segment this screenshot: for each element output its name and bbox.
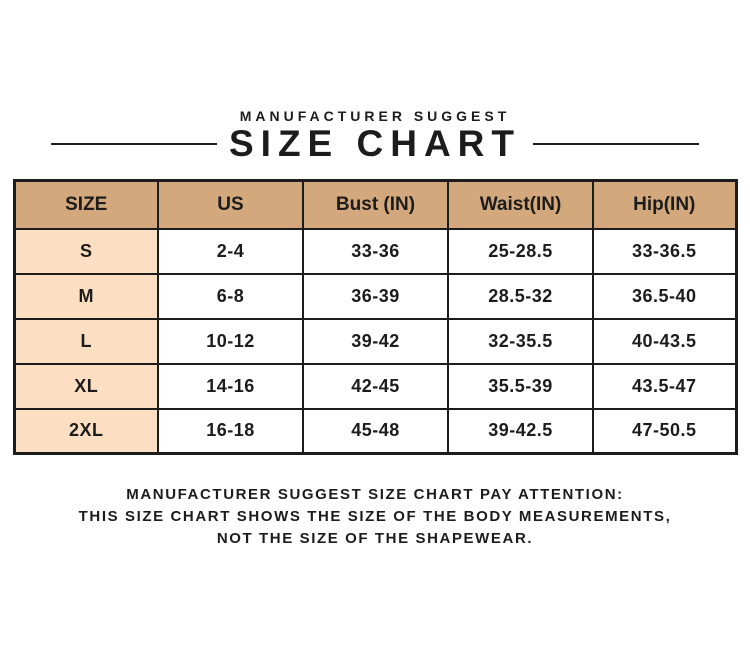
cell-hip: 33-36.5 bbox=[592, 227, 737, 275]
title-rule-left bbox=[51, 142, 217, 145]
attention-note-line-2: THIS SIZE CHART SHOWS THE SIZE OF THE BO… bbox=[78, 508, 672, 525]
attention-note: MANUFACTURER SUGGEST SIZE CHART PAY ATTE… bbox=[0, 484, 750, 550]
table-row-m: M 6-8 36-39 28.5-32 36.5-40 bbox=[13, 272, 737, 320]
table-row-l: L 10-12 39-42 32-35.5 40-43.5 bbox=[13, 317, 737, 365]
cell-us: 6-8 bbox=[157, 272, 304, 320]
table-header-row: SIZE US Bust (IN) Waist(IN) Hip(IN) bbox=[13, 179, 737, 230]
page-subtitle: MANUFACTURER SUGGEST bbox=[239, 108, 511, 124]
title-rule-right bbox=[533, 142, 699, 145]
cell-size: 2XL bbox=[13, 407, 159, 455]
cell-us: 2-4 bbox=[157, 227, 304, 275]
page-header: MANUFACTURER SUGGEST SIZE CHART bbox=[0, 0, 750, 162]
cell-waist: 32-35.5 bbox=[447, 317, 594, 365]
cell-waist: 28.5-32 bbox=[447, 272, 594, 320]
cell-bust: 42-45 bbox=[302, 362, 449, 410]
attention-note-line-3: NOT THE SIZE OF THE SHAPEWEAR. bbox=[216, 530, 534, 547]
cell-size: M bbox=[13, 272, 159, 320]
cell-waist: 35.5-39 bbox=[447, 362, 594, 410]
title-row: SIZE CHART bbox=[0, 125, 750, 162]
cell-bust: 33-36 bbox=[302, 227, 449, 275]
cell-size: XL bbox=[13, 362, 159, 410]
size-chart-table: SIZE US Bust (IN) Waist(IN) Hip(IN) S 2-… bbox=[12, 179, 738, 455]
cell-us: 16-18 bbox=[157, 407, 304, 455]
cell-hip: 47-50.5 bbox=[592, 407, 737, 455]
column-header-size: SIZE bbox=[13, 179, 159, 230]
cell-waist: 25-28.5 bbox=[447, 227, 594, 275]
column-header-us: US bbox=[157, 179, 304, 230]
cell-hip: 43.5-47 bbox=[592, 362, 737, 410]
column-header-bust: Bust (IN) bbox=[302, 179, 449, 230]
cell-us: 10-12 bbox=[157, 317, 304, 365]
page-title: SIZE CHART bbox=[229, 123, 521, 164]
table-row-s: S 2-4 33-36 25-28.5 33-36.5 bbox=[13, 227, 737, 275]
cell-hip: 36.5-40 bbox=[592, 272, 737, 320]
cell-bust: 39-42 bbox=[302, 317, 449, 365]
cell-hip: 40-43.5 bbox=[592, 317, 737, 365]
cell-size: L bbox=[13, 317, 159, 365]
table-row-xl: XL 14-16 42-45 35.5-39 43.5-47 bbox=[13, 362, 737, 410]
cell-bust: 45-48 bbox=[302, 407, 449, 455]
column-header-waist: Waist(IN) bbox=[447, 179, 594, 230]
table-row-2xl: 2XL 16-18 45-48 39-42.5 47-50.5 bbox=[13, 407, 737, 455]
cell-us: 14-16 bbox=[157, 362, 304, 410]
attention-note-line-1: MANUFACTURER SUGGEST SIZE CHART PAY ATTE… bbox=[126, 486, 624, 503]
cell-size: S bbox=[13, 227, 159, 275]
column-header-hip: Hip(IN) bbox=[592, 179, 737, 230]
cell-bust: 36-39 bbox=[302, 272, 449, 320]
cell-waist: 39-42.5 bbox=[447, 407, 594, 455]
